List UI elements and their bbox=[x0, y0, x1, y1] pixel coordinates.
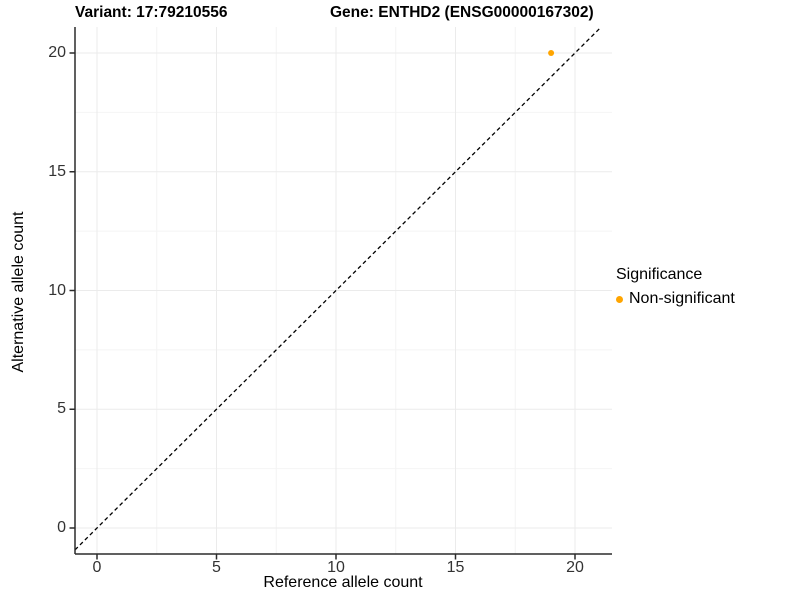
y-tick-label: 10 bbox=[48, 281, 66, 299]
x-tick-label: 0 bbox=[92, 559, 102, 576]
y-tick-label: 15 bbox=[48, 162, 66, 180]
x-axis-title: Reference allele count bbox=[263, 574, 423, 591]
x-tick-label: 10 bbox=[327, 559, 345, 576]
x-tick-label: 5 bbox=[212, 559, 221, 576]
legend-point-icon bbox=[616, 295, 623, 303]
legend-item-non-significant: Non-significant bbox=[616, 290, 735, 308]
x-tick-label: 15 bbox=[446, 559, 465, 576]
y-tick-label: 20 bbox=[48, 44, 66, 61]
data-point bbox=[548, 50, 555, 56]
y-tick-label: 0 bbox=[57, 519, 66, 536]
variant-title: Variant: 17:79210556 bbox=[75, 4, 228, 21]
legend: Significance Non-significant bbox=[616, 266, 735, 308]
legend-item-label: Non-significant bbox=[629, 290, 735, 307]
y-tick-label: 5 bbox=[57, 400, 66, 418]
identity-line bbox=[74, 26, 602, 551]
x-tick-label: 20 bbox=[566, 559, 584, 576]
legend-title: Significance bbox=[616, 266, 703, 283]
gene-title: Gene: ENTHD2 (ENSG00000167302) bbox=[330, 4, 594, 21]
